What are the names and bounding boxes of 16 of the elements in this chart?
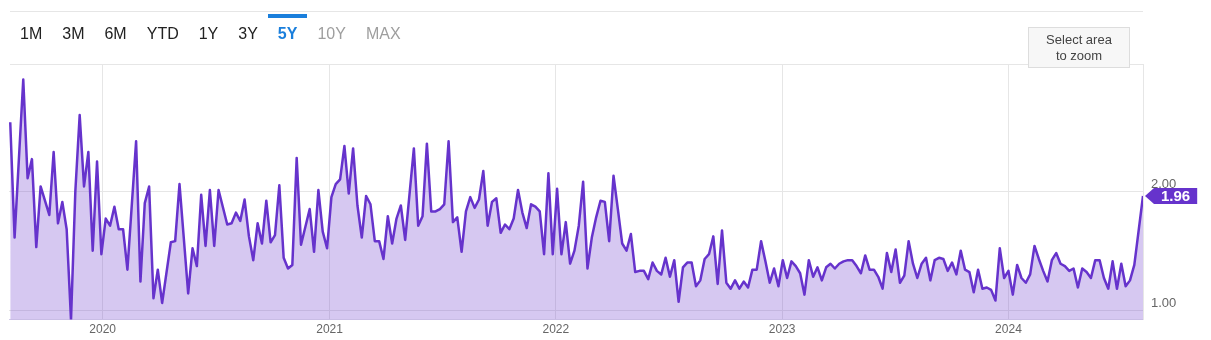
text: 10Y bbox=[316, 24, 347, 44]
x-tick-label: 2022 bbox=[542, 322, 570, 337]
x-tick-label: 2020 bbox=[89, 322, 117, 337]
text: 5Y bbox=[267, 14, 308, 46]
text: 6M bbox=[103, 24, 128, 44]
text: 1M bbox=[19, 24, 44, 44]
x-tick-label: 2023 bbox=[768, 322, 796, 337]
text: MAX bbox=[364, 24, 402, 44]
text: YTD bbox=[145, 24, 180, 44]
text: 3Y bbox=[237, 24, 259, 44]
text: 1Y bbox=[197, 24, 220, 44]
text: Select area to zoom bbox=[1028, 27, 1130, 68]
x-tick-label: 2024 bbox=[995, 322, 1023, 337]
text: 3M bbox=[61, 24, 86, 44]
y-tick-label: 1.00 bbox=[1151, 294, 1177, 310]
x-tick-label: 2021 bbox=[316, 322, 344, 337]
